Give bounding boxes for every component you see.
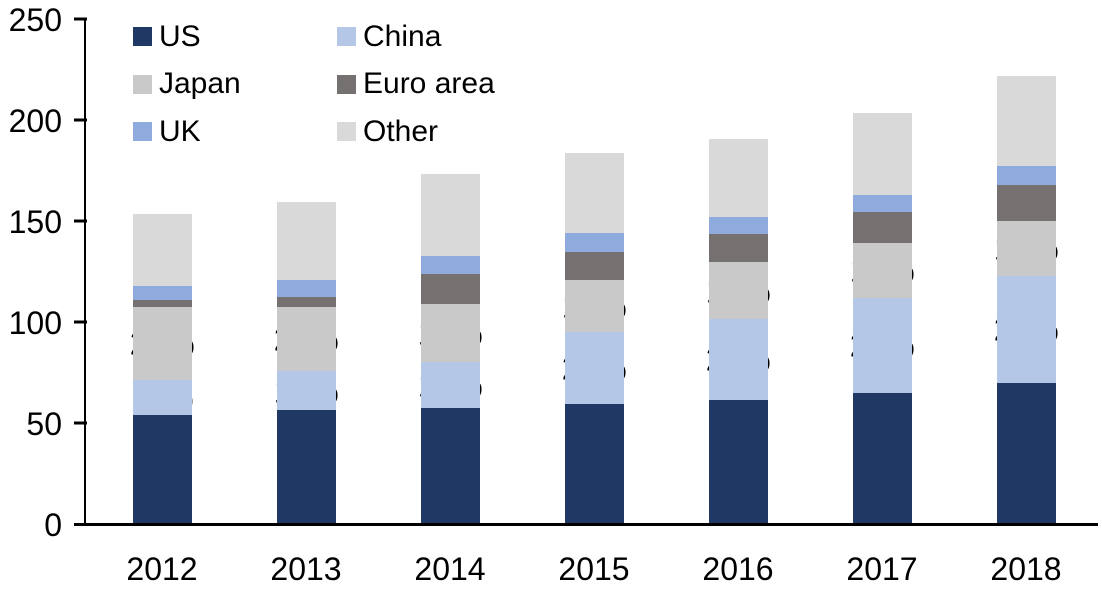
segment-other [420,173,480,257]
segment-euro-area [852,211,912,244]
segment-uk [708,216,768,235]
legend-item-japan: Japan [133,69,337,99]
segment-japan [708,262,768,319]
segment-us [564,403,624,524]
segment-other [276,201,336,280]
y-tick-mark [74,219,87,223]
legend-item-other: Other [337,114,567,148]
legend-label: Other [363,114,439,148]
segment-us [132,414,192,524]
legend-label: Euro area [363,67,495,101]
legend-item-euro-area: Euro area [337,69,567,99]
segment-china [852,297,912,393]
segment-japan [132,306,192,380]
segment-china [420,362,480,408]
legend-item-us: US [133,19,337,53]
segment-us [420,407,480,524]
legend-swatch-icon [337,27,356,47]
legend-label: US [159,19,201,53]
bar-2012 [132,213,192,524]
segment-other [132,213,192,286]
x-tick-label: 2015 [558,551,630,587]
segment-japan [420,303,480,363]
segment-euro-area [564,252,624,280]
legend-swatch-icon [133,122,152,142]
x-axis-line [74,523,1098,526]
segment-other [996,75,1056,167]
segment-japan [564,279,624,333]
legend-label: Japan [159,67,241,101]
segment-uk [564,233,624,253]
bar-2015 [564,153,624,524]
segment-uk [852,194,912,212]
segment-us [852,392,912,524]
segment-japan [276,306,336,372]
segment-euro-area [996,184,1056,221]
segment-china [564,332,624,404]
legend-swatch-icon [337,122,356,142]
legend-swatch-icon [133,27,152,47]
segment-uk [132,285,192,300]
x-tick-label: 2018 [990,551,1062,587]
bar-2016 [708,139,768,524]
x-tick-label: 2014 [414,551,486,587]
legend-swatch-icon [133,74,152,94]
segment-other [852,112,912,195]
bar-2014 [420,173,480,524]
legend-item-china: China [337,19,567,53]
x-tick-label: 2012 [126,551,198,587]
segment-uk [276,279,336,297]
segment-china [708,318,768,400]
y-tick-mark [74,17,87,21]
y-tick-label: 50 [26,406,62,442]
segment-us [276,409,336,524]
segment-uk [996,166,1056,185]
bar-2017 [852,112,912,524]
legend-item-uk: UK [133,114,337,148]
segment-euro-area [420,273,480,304]
y-tick-mark [74,320,87,324]
y-tick-mark [74,421,87,425]
legend-label: UK [159,114,201,148]
y-tick-label: 200 [8,103,62,139]
bar-2013 [276,201,336,524]
y-tick-label: 100 [8,305,62,341]
x-tick-label: 2016 [702,551,774,587]
legend-swatch-icon [337,74,356,94]
segment-other [564,153,624,234]
segment-euro-area [708,234,768,263]
segment-us [708,399,768,524]
y-axis-line [83,19,86,526]
segment-japan [852,243,912,298]
y-tick-label: 0 [44,507,62,543]
segment-china [276,371,336,410]
x-tick-label: 2013 [270,551,342,587]
y-tick-mark [74,118,87,122]
x-tick-label: 2017 [846,551,918,587]
segment-us [996,382,1056,524]
y-tick-label: 250 [8,2,62,38]
segment-other [708,139,768,217]
segment-euro-area [276,296,336,307]
y-tick-label: 150 [8,204,62,240]
segment-uk [420,256,480,274]
bar-2018 [996,75,1056,524]
legend-label: China [363,19,442,53]
segment-china [132,379,192,415]
segment-euro-area [132,299,192,307]
segment-china [996,275,1056,383]
segment-japan [996,221,1056,276]
legend: US China Japan Euro area UK Other [133,13,567,156]
